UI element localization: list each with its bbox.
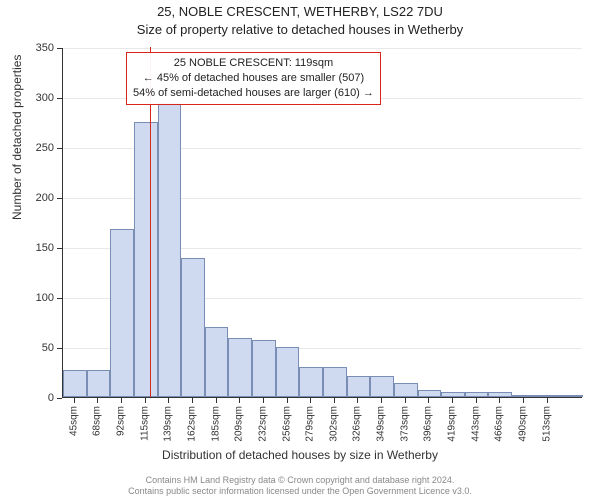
ytick-mark: [57, 348, 62, 349]
xtick-mark: [74, 398, 75, 403]
footer-line2: Contains public sector information licen…: [0, 486, 600, 498]
xtick-label: 490sqm: [517, 406, 528, 442]
xtick-mark: [523, 398, 524, 403]
xtick-label: 92sqm: [116, 406, 127, 436]
xtick-label: 349sqm: [376, 406, 387, 442]
xtick-label: 45sqm: [68, 406, 79, 436]
histogram-bar: [299, 367, 323, 397]
xtick-label: 256sqm: [281, 406, 292, 442]
histogram-bar: [181, 258, 205, 397]
histogram-bar: [512, 395, 536, 397]
histogram-bar: [347, 376, 371, 397]
xtick-label: 513sqm: [541, 406, 552, 442]
xtick-mark: [357, 398, 358, 403]
ytick-mark: [57, 398, 62, 399]
xtick-label: 443sqm: [470, 406, 481, 442]
xtick-mark: [381, 398, 382, 403]
ytick-label: 300: [24, 92, 54, 104]
ytick-label: 100: [24, 292, 54, 304]
xtick-label: 396sqm: [423, 406, 434, 442]
ytick-label: 200: [24, 192, 54, 204]
histogram-bar: [441, 392, 465, 397]
xtick-label: 326sqm: [352, 406, 363, 442]
ytick-mark: [57, 48, 62, 49]
ytick-label: 350: [24, 42, 54, 54]
xtick-label: 139sqm: [163, 406, 174, 442]
xtick-mark: [547, 398, 548, 403]
histogram-bar: [418, 390, 442, 397]
histogram-bar: [228, 338, 252, 397]
xtick-label: 232sqm: [257, 406, 268, 442]
xtick-mark: [192, 398, 193, 403]
xtick-mark: [499, 398, 500, 403]
histogram-bar: [87, 370, 111, 397]
xtick-label: 373sqm: [399, 406, 410, 442]
xtick-mark: [168, 398, 169, 403]
histogram-bar: [394, 383, 418, 397]
xtick-mark: [263, 398, 264, 403]
xtick-label: 302sqm: [328, 406, 339, 442]
infobox-line2: ← 45% of detached houses are smaller (50…: [133, 71, 374, 86]
histogram-bar: [370, 376, 394, 397]
histogram-bar: [559, 395, 583, 397]
grid-line: [63, 48, 582, 49]
ytick-label: 250: [24, 142, 54, 154]
histogram-bar: [63, 370, 87, 397]
infobox-line3: 54% of semi-detached houses are larger (…: [133, 86, 374, 101]
ytick-mark: [57, 198, 62, 199]
xtick-mark: [97, 398, 98, 403]
xtick-mark: [452, 398, 453, 403]
y-axis-label: Number of detached properties: [10, 55, 24, 220]
xtick-mark: [121, 398, 122, 403]
ytick-mark: [57, 98, 62, 99]
footer-line1: Contains HM Land Registry data © Crown c…: [0, 475, 600, 487]
histogram-bar: [110, 229, 134, 397]
xtick-mark: [239, 398, 240, 403]
xtick-label: 68sqm: [92, 406, 103, 436]
xtick-mark: [287, 398, 288, 403]
histogram-bar: [488, 392, 512, 397]
xtick-mark: [476, 398, 477, 403]
chart-title: 25, NOBLE CRESCENT, WETHERBY, LS22 7DU: [0, 4, 600, 19]
histogram-bar: [323, 367, 347, 397]
xtick-mark: [310, 398, 311, 403]
histogram-bar: [134, 122, 158, 397]
ytick-label: 150: [24, 242, 54, 254]
xtick-mark: [145, 398, 146, 403]
histogram-bar: [465, 392, 489, 397]
ytick-label: 50: [24, 342, 54, 354]
xtick-label: 185sqm: [210, 406, 221, 442]
xtick-label: 115sqm: [139, 406, 150, 441]
histogram-bar: [276, 347, 300, 397]
xtick-mark: [216, 398, 217, 403]
footer-attribution: Contains HM Land Registry data © Crown c…: [0, 475, 600, 498]
chart-subtitle: Size of property relative to detached ho…: [0, 22, 600, 37]
histogram-bar: [252, 340, 276, 397]
xtick-label: 162sqm: [187, 406, 198, 442]
histogram-bar: [205, 327, 229, 397]
ytick-label: 0: [24, 392, 54, 404]
xtick-label: 419sqm: [447, 406, 458, 442]
xtick-label: 209sqm: [234, 406, 245, 442]
xtick-mark: [405, 398, 406, 403]
ytick-mark: [57, 298, 62, 299]
xtick-mark: [334, 398, 335, 403]
ytick-mark: [57, 248, 62, 249]
x-axis-label: Distribution of detached houses by size …: [0, 448, 600, 462]
infobox-line1: 25 NOBLE CRESCENT: 119sqm: [133, 56, 374, 71]
ytick-mark: [57, 148, 62, 149]
xtick-label: 466sqm: [494, 406, 505, 442]
marker-infobox: 25 NOBLE CRESCENT: 119sqm ← 45% of detac…: [126, 52, 381, 105]
xtick-mark: [428, 398, 429, 403]
histogram-bar: [536, 395, 560, 397]
histogram-bar: [158, 103, 182, 397]
xtick-label: 279sqm: [305, 406, 316, 442]
